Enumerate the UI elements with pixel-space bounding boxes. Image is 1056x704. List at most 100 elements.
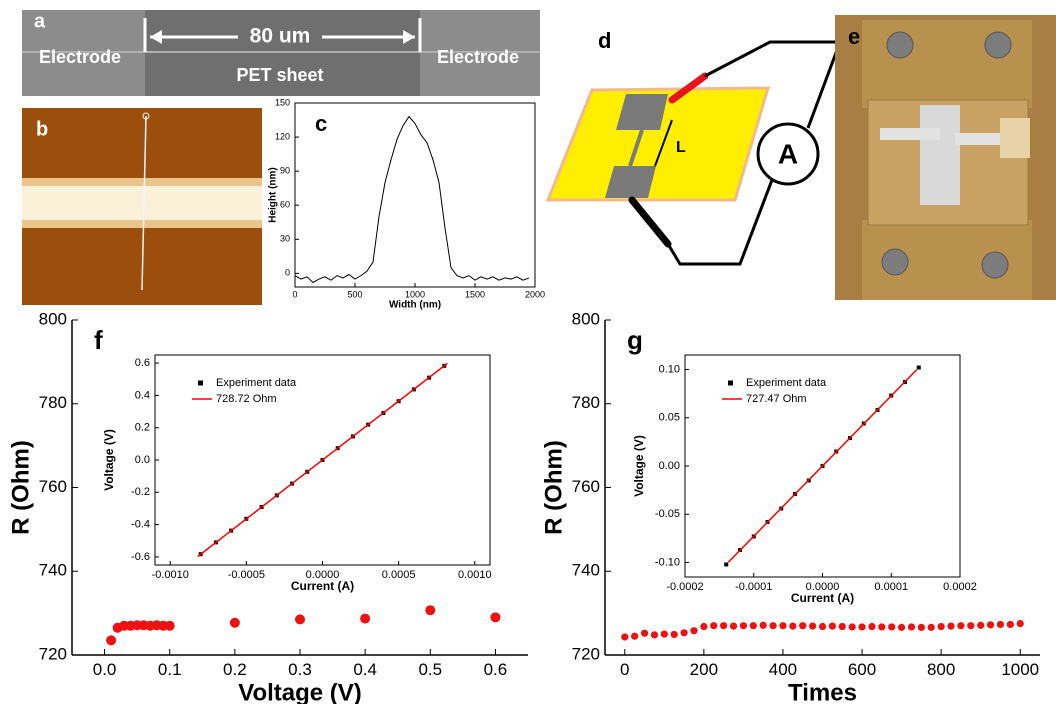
data-point — [907, 623, 916, 631]
data-point — [621, 633, 629, 641]
y-tick-label: 740 — [572, 561, 600, 580]
profile-start — [142, 112, 150, 120]
data-point — [710, 622, 718, 630]
legend-swatch — [728, 380, 733, 386]
panel-label: g — [627, 325, 643, 355]
data-point — [848, 623, 856, 631]
x-tick-label: 0.3 — [288, 660, 312, 679]
x-tick-label: 1000 — [405, 289, 425, 299]
data-point — [631, 632, 639, 640]
legend-label: 728.72 Ohm — [216, 393, 277, 405]
data-point — [164, 620, 175, 631]
x-tick-label: 0.1 — [158, 660, 182, 679]
y-tick-label: 720 — [572, 644, 600, 663]
y-axis-label: Voltage (V) — [102, 429, 116, 491]
x-tick-label: 800 — [927, 660, 955, 679]
data-point — [700, 622, 708, 631]
screw — [881, 248, 909, 276]
panel-label: d — [598, 28, 611, 53]
legend-label: Experiment data — [746, 377, 827, 389]
probe-red — [668, 72, 709, 104]
y-tick-label: -0.10 — [655, 556, 680, 568]
substrate — [545, 86, 771, 202]
data-point — [690, 627, 698, 635]
data-point — [660, 630, 668, 638]
y-tick-label: 800 — [39, 309, 67, 328]
panel-label: e — [848, 24, 860, 49]
data-point — [967, 622, 975, 630]
data-point — [897, 623, 906, 631]
data-point — [977, 621, 985, 629]
data-point — [670, 630, 678, 639]
y-tick-label: 0.10 — [659, 363, 680, 375]
sample — [920, 105, 960, 205]
data-point — [996, 620, 1005, 629]
legend-label: 727.47 Ohm — [746, 393, 807, 405]
x-tick-label: 0.6 — [484, 660, 508, 679]
x-tick-label: 0.4 — [353, 660, 377, 679]
y-tick-label: 760 — [572, 477, 600, 496]
clamp — [862, 20, 1032, 108]
panel-e: e — [835, 15, 1056, 300]
data-point — [729, 622, 738, 630]
y-tick-label: -0.4 — [131, 519, 150, 531]
data-point — [295, 614, 305, 625]
data-point — [878, 623, 886, 631]
data-point — [490, 612, 501, 623]
legend-swatch — [198, 380, 203, 386]
x-axis-label: Voltage (V) — [238, 680, 362, 704]
chart: -0.0010 -0.0005 0.0000 0.0005 0.0010 -0.6 -0.4… — [102, 354, 492, 593]
y-tick-label: 0.2 — [135, 422, 150, 434]
wire-sample — [628, 129, 644, 167]
data-point — [1006, 620, 1014, 629]
panel-label: b — [36, 118, 48, 140]
y-tick-label: 0.05 — [659, 412, 680, 424]
y-axis-label: R (Ohm) — [7, 440, 34, 535]
x-tick-label: 0 — [292, 289, 297, 299]
y-tick-label: 800 — [572, 309, 600, 328]
x-axis-label: Current (A) — [291, 579, 354, 593]
x-tick-label: 1000 — [1001, 660, 1039, 679]
wire — [666, 179, 774, 266]
data-point — [828, 622, 836, 630]
block — [1000, 118, 1030, 158]
pad — [616, 94, 668, 130]
data-point — [229, 617, 240, 628]
x-tick-label: 0.0000 — [306, 569, 340, 581]
panel-label: a — [34, 10, 46, 32]
x-tick-label: 200 — [690, 660, 718, 679]
y-tick-label: 780 — [572, 393, 600, 412]
data-point — [809, 622, 817, 630]
afm-band-core — [22, 186, 262, 220]
data-point — [360, 613, 371, 624]
x-tick-label: 0 — [620, 660, 629, 679]
ammeter-label: A — [778, 138, 798, 169]
screw — [981, 251, 1009, 279]
data-point — [947, 622, 955, 630]
data-point — [724, 562, 729, 567]
pad — [605, 166, 656, 198]
chart: -0.0002 -0.0001 0.0000 0.0001 0.0002 -0.10 -0.… — [632, 354, 977, 605]
data-point — [779, 622, 787, 630]
data-point — [1016, 619, 1024, 628]
x-tick-label: 0.0000 — [806, 581, 840, 593]
plot-frame — [294, 102, 536, 288]
x-axis-label: Current (A) — [791, 591, 854, 605]
y-tick-label: 0 — [285, 268, 290, 278]
y-tick-label: 0.0 — [135, 454, 150, 466]
x-tick-label: 500 — [347, 289, 362, 299]
x-tick-label: 2000 — [525, 289, 545, 299]
profile-line — [141, 115, 147, 291]
data-point — [937, 622, 945, 631]
y-tick-label: -0.05 — [655, 508, 680, 520]
panel-b: b — [22, 108, 262, 305]
y-axis-label: R (Ohm) — [540, 440, 567, 535]
data-point — [927, 623, 935, 631]
x-tick-label: -0.0001 — [735, 581, 772, 593]
y-tick-label: 740 — [39, 561, 67, 580]
data-point — [858, 623, 866, 631]
x-tick-label: 0.0005 — [382, 569, 416, 581]
data-point — [789, 622, 797, 630]
length-arrow — [654, 119, 673, 167]
data-point — [888, 623, 896, 631]
